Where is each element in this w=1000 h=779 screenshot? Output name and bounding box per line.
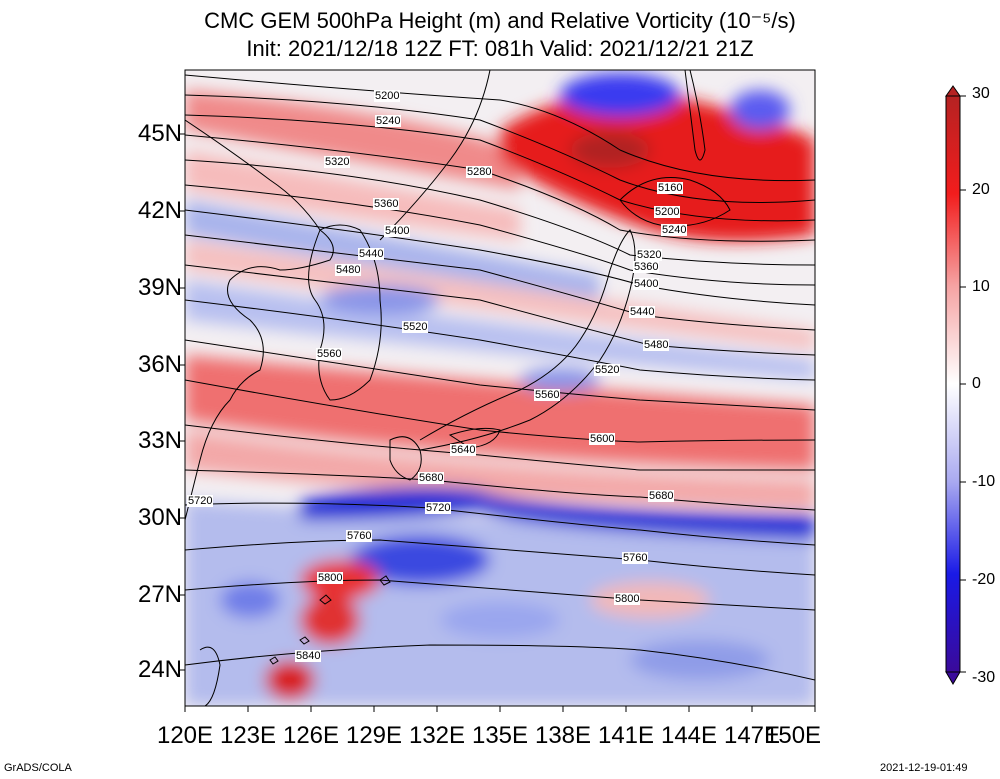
colorbar-scale: [945, 95, 961, 673]
contour-label-5320: 5320: [324, 156, 351, 168]
contour-label-5440: 5440: [358, 248, 385, 260]
lat-label-24n: 24N: [137, 656, 182, 683]
colorbar-label-neg20: -20: [972, 571, 996, 588]
contour-label-5680: 5680: [648, 490, 675, 502]
contour-label-5720: 5720: [187, 495, 214, 507]
map-title-line2: Init: 2021/12/18 12Z FT: 081h Valid: 202…: [246, 36, 754, 61]
lon-label-138e: 138E: [534, 722, 592, 749]
colorbar-label-10: 10: [972, 278, 990, 295]
contour-label-5800: 5800: [317, 572, 344, 584]
colorbar-min-arrow: [945, 671, 961, 685]
colorbar-label-20: 20: [972, 181, 990, 198]
contour-label-5760: 5760: [346, 530, 373, 542]
lon-label-147e: 147E: [723, 722, 781, 749]
contour-label-5480: 5480: [643, 339, 670, 351]
lat-label-42n: 42N: [137, 197, 182, 224]
lat-label-45n: 45N: [137, 120, 182, 147]
lon-label-132e: 132E: [408, 722, 466, 749]
lat-label-36n: 36N: [137, 351, 182, 378]
lat-label-30n: 30N: [137, 504, 182, 531]
contour-label-5520: 5520: [594, 364, 621, 376]
contour-label-5560: 5560: [316, 348, 343, 360]
contour-label-5440: 5440: [629, 306, 656, 318]
lon-label-120e: 120E: [156, 722, 214, 749]
lat-label-27n: 27N: [137, 581, 182, 608]
lon-label-123e: 123E: [219, 722, 277, 749]
contour-label-5640: 5640: [450, 444, 477, 456]
lon-label-126e: 126E: [282, 722, 340, 749]
lon-label-135e: 135E: [471, 722, 529, 749]
contour-label-5840: 5840: [295, 650, 322, 662]
colorbar-label-30: 30: [972, 85, 990, 102]
colorbar-max-arrow: [945, 85, 961, 97]
colorbar-label-neg10: -10: [972, 473, 996, 490]
contour-label-5680: 5680: [418, 472, 445, 484]
map-title-line1: CMC GEM 500hPa Height (m) and Relative V…: [204, 8, 796, 33]
contour-label-5800: 5800: [614, 593, 641, 605]
contour-label-5240: 5240: [661, 224, 688, 236]
lon-label-141e: 141E: [597, 722, 655, 749]
coastlines: [185, 70, 731, 706]
lon-label-129e: 129E: [345, 722, 403, 749]
colorbar-label-neg30: -30: [972, 669, 996, 686]
contour-label-5160: 5160: [657, 182, 684, 194]
colorbar-label-0: 0: [972, 375, 981, 392]
contour-label-5360: 5360: [633, 261, 660, 273]
lon-label-150e: 150E: [765, 722, 822, 749]
contour-label-5720: 5720: [425, 502, 452, 514]
vorticity-field: [185, 70, 815, 706]
axis-ticks: [179, 133, 816, 712]
contour-label-5280: 5280: [466, 166, 493, 178]
contour-label-5360: 5360: [373, 198, 400, 210]
contour-label-5760: 5760: [622, 552, 649, 564]
colorbar: [945, 85, 966, 685]
contour-label-5560: 5560: [534, 389, 561, 401]
contour-label-5520: 5520: [402, 321, 429, 333]
contour-label-5600: 5600: [589, 433, 616, 445]
contour-label-5200: 5200: [654, 206, 681, 218]
contour-label-5240: 5240: [375, 115, 402, 127]
footer-timestamp: 2021-12-19-01:49: [880, 762, 968, 774]
lat-label-33n: 33N: [137, 427, 182, 454]
footer-software: GrADS/COLA: [4, 762, 72, 774]
lon-label-144e: 144E: [660, 722, 718, 749]
contour-label-5320: 5320: [636, 249, 663, 261]
contour-label-5200: 5200: [374, 90, 401, 102]
contour-label-5480: 5480: [335, 264, 362, 276]
lat-label-39n: 39N: [137, 274, 182, 301]
contour-label-5400: 5400: [384, 225, 411, 237]
contour-label-5400: 5400: [633, 278, 660, 290]
